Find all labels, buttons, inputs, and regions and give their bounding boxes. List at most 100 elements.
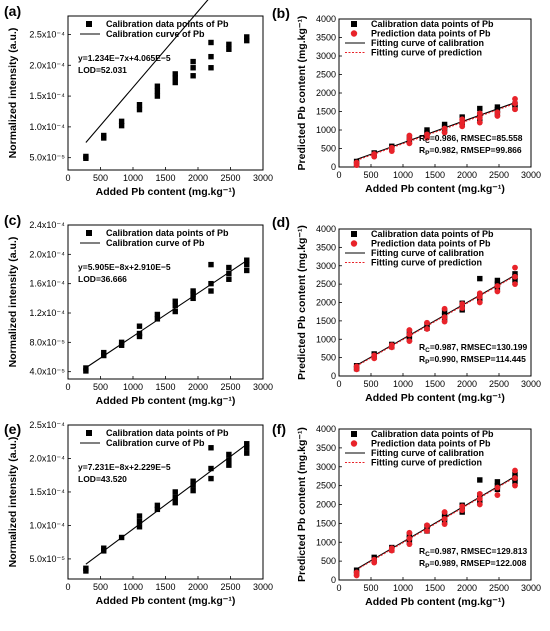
calibration-point bbox=[190, 295, 196, 302]
x-tick-label: 3000 bbox=[253, 582, 273, 592]
equation-label: y=5.905E−8x+2.910E−5 bbox=[78, 262, 171, 272]
panel-label: (f) bbox=[272, 421, 286, 437]
x-tick-label: 1500 bbox=[425, 379, 445, 389]
prediction-point bbox=[406, 338, 413, 344]
y-tick-label: 2500 bbox=[316, 481, 336, 491]
calibration-point bbox=[441, 308, 448, 315]
prediction-point bbox=[512, 467, 518, 474]
y-tick-label: 1000 bbox=[316, 334, 336, 344]
legend-label: Fitting curve of calibration bbox=[371, 38, 484, 48]
panel-label: (c) bbox=[4, 212, 21, 228]
prediction-point bbox=[441, 129, 448, 136]
prediction-point bbox=[424, 528, 430, 534]
calibration-point bbox=[172, 79, 178, 86]
y-axis-label: Predicted Pb content (mg.kg⁻¹) bbox=[296, 16, 308, 171]
prediction-point bbox=[424, 319, 430, 326]
calibration-point bbox=[136, 524, 143, 530]
prediction-point bbox=[371, 352, 378, 359]
x-tick-label: 3000 bbox=[521, 379, 541, 389]
prediction-fit-line bbox=[356, 476, 516, 571]
chart-panel-2: (b) 0 500 1000 1500 2000 2500 3000 0 500 1000 1500 2… bbox=[272, 5, 541, 195]
calibration-point bbox=[190, 487, 196, 494]
x-tick-label: 3000 bbox=[253, 382, 273, 392]
prediction-fit-line bbox=[356, 103, 516, 161]
calibration-point bbox=[226, 276, 232, 282]
y-tick-label: 1.0x10⁻⁴ bbox=[29, 122, 65, 132]
calibration-point bbox=[190, 482, 196, 488]
x-tick-label: 500 bbox=[363, 583, 378, 593]
calibration-point bbox=[208, 280, 214, 287]
calibration-point bbox=[208, 53, 214, 60]
calibration-stats: RC=0.987, RMSEC=129.813 bbox=[419, 546, 527, 558]
prediction-point bbox=[459, 503, 466, 510]
prediction-point bbox=[406, 132, 413, 139]
x-tick-label: 1000 bbox=[393, 170, 413, 180]
y-tick-label: 1000 bbox=[316, 537, 336, 547]
x-axis-label: Added Pb content (mg.kg⁻¹) bbox=[365, 183, 505, 195]
prediction-point bbox=[476, 501, 483, 508]
prediction-stats: RP=0.990, RMSEP=114.445 bbox=[419, 354, 526, 366]
prediction-point bbox=[388, 342, 395, 349]
calibration-point bbox=[244, 450, 250, 456]
y-tick-label: 2.5x10⁻⁴ bbox=[29, 420, 65, 430]
prediction-point bbox=[353, 363, 360, 370]
calibration-curve bbox=[85, 260, 248, 369]
calibration-point bbox=[172, 489, 178, 495]
legend-label: Fitting curve of prediction bbox=[371, 48, 482, 58]
calibration-point bbox=[477, 477, 483, 483]
prediction-point bbox=[353, 569, 360, 576]
x-tick-label: 2000 bbox=[457, 170, 477, 180]
x-tick-label: 2000 bbox=[188, 582, 208, 592]
prediction-point bbox=[441, 318, 448, 325]
y-axis-label: Predicted Pb content (mg.kg⁻¹) bbox=[296, 225, 308, 380]
x-tick-label: 500 bbox=[93, 382, 108, 392]
y-tick-label: 1500 bbox=[316, 316, 336, 326]
prediction-point bbox=[459, 301, 466, 307]
x-tick-label: 3000 bbox=[253, 173, 273, 183]
x-tick-label: 1500 bbox=[155, 582, 175, 592]
calibration-point bbox=[154, 502, 161, 509]
calibration-point bbox=[244, 34, 250, 40]
legend-label: Fitting curve of calibration bbox=[371, 448, 484, 458]
y-tick-label: 500 bbox=[321, 144, 336, 154]
calibration-point bbox=[226, 46, 232, 52]
calibration-point bbox=[244, 37, 250, 44]
calibration-point bbox=[136, 330, 143, 337]
legend-label: Calibration data points of Pb bbox=[106, 428, 229, 438]
calibration-point bbox=[494, 104, 501, 110]
prediction-point bbox=[459, 116, 466, 123]
y-tick-label: 2.0x10⁻⁴ bbox=[29, 453, 65, 463]
chart-panel-3: (c) 0 500 1000 1500 2000 2500 3000 4.0x10⁻⁵ 8.0x1… bbox=[4, 212, 273, 407]
legend-marker-square bbox=[351, 431, 357, 437]
calibration-point bbox=[477, 275, 483, 282]
calibration-point bbox=[477, 105, 483, 112]
prediction-point bbox=[459, 305, 466, 311]
prediction-point bbox=[371, 151, 378, 157]
legend-label: Prediction data points of Pb bbox=[371, 29, 491, 39]
y-tick-label: 5.0x10⁻⁵ bbox=[29, 554, 65, 564]
calibration-point bbox=[190, 65, 196, 71]
prediction-point bbox=[494, 283, 501, 289]
calibration-point bbox=[136, 102, 143, 108]
x-tick-label: 1000 bbox=[393, 379, 413, 389]
legend-label: Calibration curve of Pb bbox=[106, 238, 205, 248]
panel-label: (d) bbox=[272, 214, 290, 230]
x-axis-label: Added Pb content (mg.kg⁻¹) bbox=[96, 186, 236, 198]
x-tick-label: 2500 bbox=[489, 170, 509, 180]
legend-marker-circle bbox=[350, 30, 358, 37]
prediction-point bbox=[406, 140, 413, 147]
prediction-point bbox=[406, 541, 413, 548]
calibration-point bbox=[208, 65, 214, 71]
legend-marker-square bbox=[351, 21, 357, 27]
x-tick-label: 1000 bbox=[393, 583, 413, 593]
calibration-fit-line bbox=[356, 102, 516, 160]
plot-frame bbox=[67, 15, 264, 171]
prediction-point bbox=[441, 125, 448, 132]
calibration-stats: RC=0.986, RMSEC=85.558 bbox=[419, 133, 523, 145]
prediction-point bbox=[441, 515, 448, 522]
calibration-point bbox=[136, 323, 143, 329]
calibration-stats: RC=0.987, RMSEC=130.199 bbox=[419, 342, 527, 354]
panel-label: (b) bbox=[272, 5, 290, 21]
y-tick-label: 500 bbox=[321, 556, 336, 566]
